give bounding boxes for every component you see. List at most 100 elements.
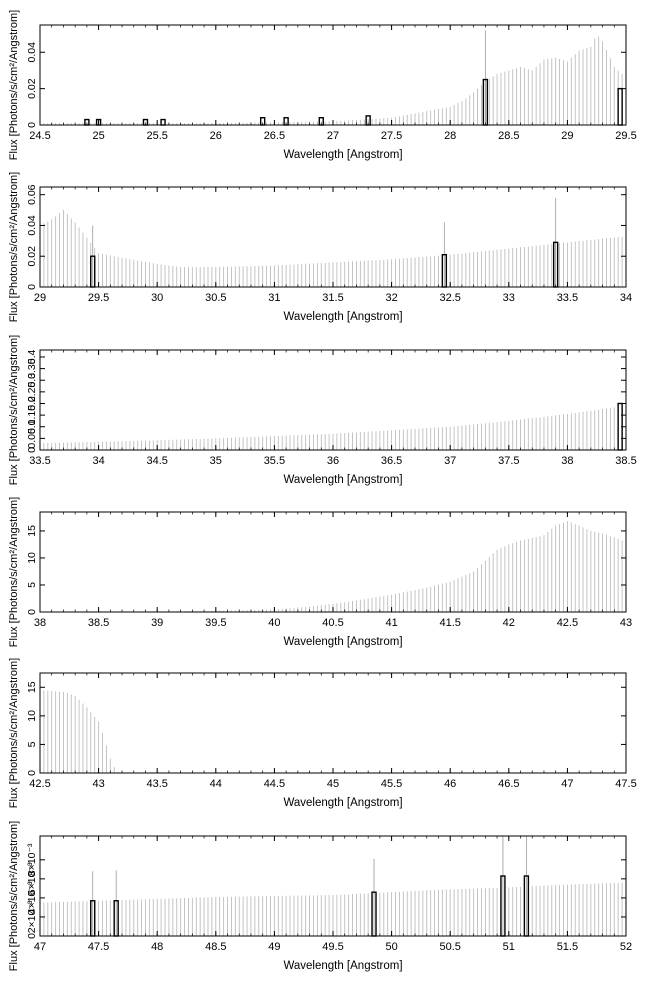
y-tick-label: 0.04 bbox=[26, 215, 38, 236]
chart-panel-1: 24.5 25 25.5 26 26.5 27 27.5 28 28.5 29 29.5 0 0.02 0… bbox=[8, 10, 637, 161]
y-axis-label: Flux [Photons/s/cm²/Angstrom] bbox=[8, 335, 20, 485]
x-tick-label: 29.5 bbox=[88, 292, 109, 304]
x-tick-label: 38 bbox=[34, 617, 46, 629]
x-tick-label: 49 bbox=[268, 941, 280, 953]
y-tick-label: 0.15 bbox=[26, 405, 38, 426]
y-tick-label: 15 bbox=[26, 525, 38, 537]
x-tick-label: 27 bbox=[327, 130, 339, 142]
x-tick-label: 50 bbox=[385, 941, 397, 953]
x-tick-label: 47 bbox=[561, 778, 573, 790]
plot-frame bbox=[39, 511, 627, 613]
chart-panel-5: 42.5 43 43.5 44 44.5 45 45.5 46 46.5 47 47.5 0 5 10 15… bbox=[8, 658, 637, 809]
y-tick-label: 0.1 bbox=[26, 419, 38, 434]
x-tick-label: 24.5 bbox=[29, 130, 50, 142]
y-tick-label: 2×10⁻³ bbox=[26, 900, 38, 933]
y-tick-label: 0.35 bbox=[26, 358, 38, 379]
chart-panel-6: 47 47.5 48 48.5 49 49.5 50 50.5 51 51.5 52 02×10⁻³4… bbox=[8, 821, 632, 972]
continuum-bins bbox=[39, 690, 119, 773]
highlighted-bin bbox=[617, 87, 623, 126]
y-tick-label: 0.05 bbox=[26, 428, 38, 449]
y-axis-label: Flux [Photons/s/cm²/Angstrom] bbox=[8, 172, 20, 322]
y-tick-label: 0 bbox=[26, 284, 38, 290]
y-axis-label: Flux [Photons/s/cm²/Angstrom] bbox=[8, 10, 20, 160]
y-tick-label: 4×10⁻³ bbox=[26, 881, 38, 914]
continuum-bins bbox=[39, 210, 627, 287]
y-tick-label: 0.2 bbox=[26, 396, 38, 411]
x-tick-label: 46 bbox=[444, 778, 456, 790]
x-tick-label: 43 bbox=[620, 617, 632, 629]
y-axis-label: Flux [Photons/s/cm²/Angstrom] bbox=[8, 658, 20, 808]
x-tick-label: 29 bbox=[561, 130, 573, 142]
x-tick-label: 25.5 bbox=[146, 130, 167, 142]
x-tick-label: 29.5 bbox=[615, 130, 636, 142]
x-axis-label: Wavelength [Angstrom] bbox=[283, 636, 402, 648]
x-tick-label: 34 bbox=[620, 292, 632, 304]
y-axis-label: Flux [Photons/s/cm²/Angstrom] bbox=[8, 821, 20, 971]
x-tick-label: 45 bbox=[327, 778, 339, 790]
y-tick-label: 0 bbox=[26, 770, 38, 776]
highlighted-bin bbox=[160, 118, 166, 126]
x-tick-label: 34.5 bbox=[146, 455, 167, 467]
continuum-bins bbox=[39, 521, 627, 612]
x-axis-label: Wavelength [Angstrom] bbox=[283, 960, 402, 972]
x-tick-label: 38 bbox=[561, 455, 573, 467]
y-tick-label: 8×10⁻³ bbox=[26, 843, 38, 876]
x-axis-label: Wavelength [Angstrom] bbox=[283, 149, 402, 161]
x-tick-label: 49.5 bbox=[322, 941, 343, 953]
y-tick-label: 0.3 bbox=[26, 373, 38, 388]
x-tick-label: 38.5 bbox=[88, 617, 109, 629]
x-tick-label: 42.5 bbox=[29, 778, 50, 790]
x-tick-label: 25 bbox=[92, 130, 104, 142]
x-tick-label: 39 bbox=[151, 617, 163, 629]
x-tick-label: 28 bbox=[444, 130, 456, 142]
y-tick-label: 15 bbox=[26, 681, 38, 693]
y-tick-label: 6×10⁻³ bbox=[26, 862, 38, 895]
x-tick-label: 39.5 bbox=[205, 617, 226, 629]
x-tick-label: 43 bbox=[92, 778, 104, 790]
x-tick-label: 31.5 bbox=[322, 292, 343, 304]
x-tick-label: 42 bbox=[503, 617, 515, 629]
x-tick-label: 37 bbox=[444, 455, 456, 467]
x-tick-label: 37.5 bbox=[498, 455, 519, 467]
y-tick-label: 10 bbox=[26, 552, 38, 564]
y-tick-label: 0 bbox=[26, 122, 38, 128]
x-tick-label: 48 bbox=[151, 941, 163, 953]
x-tick-label: 47.5 bbox=[88, 941, 109, 953]
plot-frame bbox=[39, 24, 627, 126]
x-tick-label: 35.5 bbox=[264, 455, 285, 467]
continuum-bins bbox=[39, 405, 627, 450]
x-axis-label: Wavelength [Angstrom] bbox=[283, 474, 402, 486]
x-tick-label: 44 bbox=[210, 778, 222, 790]
y-tick-label: 0.02 bbox=[26, 78, 38, 99]
y-tick-label: 0.25 bbox=[26, 381, 38, 402]
x-tick-label: 40.5 bbox=[322, 617, 343, 629]
chart-panel-2: 29 29.5 30 30.5 31 31.5 32 32.5 33 33.5 34 0 0.02 0.0… bbox=[8, 172, 632, 323]
x-tick-label: 29 bbox=[34, 292, 46, 304]
x-tick-label: 43.5 bbox=[146, 778, 167, 790]
y-tick-label: 0.02 bbox=[26, 246, 38, 267]
y-tick-label: 0.4 bbox=[26, 350, 38, 365]
x-tick-label: 35 bbox=[210, 455, 222, 467]
x-tick-label: 50.5 bbox=[439, 941, 460, 953]
x-tick-label: 33 bbox=[503, 292, 515, 304]
x-tick-label: 45.5 bbox=[381, 778, 402, 790]
y-tick-label: 0 bbox=[26, 933, 38, 939]
y-axis-label: Flux [Photons/s/cm²/Angstrom] bbox=[8, 497, 20, 647]
x-tick-label: 33.5 bbox=[557, 292, 578, 304]
x-tick-label: 28.5 bbox=[498, 130, 519, 142]
x-tick-label: 30.5 bbox=[205, 292, 226, 304]
y-tick-label: 0.04 bbox=[26, 42, 38, 63]
y-tick-label: 10 bbox=[26, 710, 38, 722]
x-tick-label: 33.5 bbox=[29, 455, 50, 467]
x-tick-label: 26.5 bbox=[264, 130, 285, 142]
y-tick-label: 0 bbox=[26, 609, 38, 615]
x-tick-label: 31 bbox=[268, 292, 280, 304]
x-tick-label: 40 bbox=[268, 617, 280, 629]
x-axis-label: Wavelength [Angstrom] bbox=[283, 311, 402, 323]
x-tick-label: 32.5 bbox=[439, 292, 460, 304]
x-tick-label: 36.5 bbox=[381, 455, 402, 467]
x-tick-label: 42.5 bbox=[557, 617, 578, 629]
x-tick-label: 46.5 bbox=[498, 778, 519, 790]
chart-panel-3: 33.5 34 34.5 35 35.5 36 36.5 37 37.5 38 38.500.050… bbox=[8, 335, 637, 486]
